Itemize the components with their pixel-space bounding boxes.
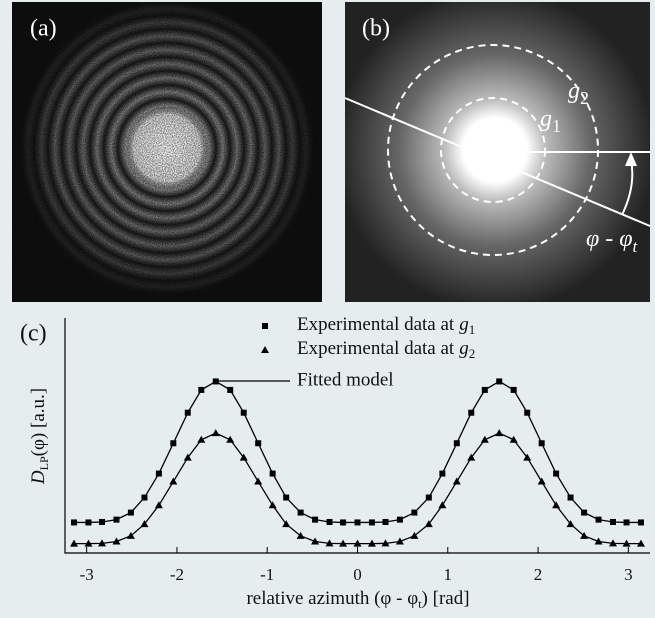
- square-marker: [185, 410, 191, 416]
- figure: (a) (b) g2 g1 φ - φt (c) DLP(φ) [a.u.] r…: [0, 0, 655, 618]
- x-tick-label: -1: [260, 565, 274, 584]
- square-marker: [298, 510, 304, 516]
- panel-c: (c) DLP(φ) [a.u.] relative azimuth (φ - …: [20, 314, 650, 610]
- square-marker: [113, 517, 119, 523]
- symbol: g: [568, 78, 580, 104]
- x-tick-label: 0: [353, 565, 362, 584]
- panel-a: (a): [12, 2, 322, 302]
- x-tick-label: 3: [624, 565, 633, 584]
- symbol: φ - φ: [586, 226, 633, 252]
- legend-subscript: 1: [469, 322, 476, 337]
- triangle-marker: [481, 436, 489, 443]
- square-marker: [638, 519, 644, 525]
- square-marker: [439, 471, 445, 477]
- square-marker: [327, 519, 333, 525]
- triangle-marker: [197, 436, 205, 443]
- square-marker: [355, 519, 361, 525]
- square-marker: [262, 323, 268, 329]
- triangle-marker: [510, 436, 518, 443]
- triangle-marker: [261, 346, 269, 353]
- square-marker: [454, 440, 460, 446]
- triangle-marker: [269, 501, 277, 508]
- square-marker: [539, 440, 545, 446]
- subscript: 2: [580, 88, 589, 108]
- square-marker: [283, 495, 289, 501]
- suffix: ) [rad]: [422, 588, 470, 609]
- square-marker: [128, 510, 134, 516]
- subscript: LP: [37, 456, 51, 470]
- triangle-marker: [453, 478, 461, 485]
- suffix: (φ) [a.u.]: [28, 388, 49, 456]
- x-tick-label: -3: [80, 565, 94, 584]
- symbol: g: [540, 106, 552, 132]
- square-marker: [468, 410, 474, 416]
- square-marker: [511, 387, 517, 393]
- square-marker: [241, 410, 247, 416]
- text: relative azimuth (φ - φ: [246, 588, 418, 609]
- triangle-marker: [226, 436, 234, 443]
- legend-label: Fitted model: [297, 369, 394, 390]
- panel-b: (b) g2 g1 φ - φt: [345, 2, 650, 302]
- panel-label: (c): [20, 321, 47, 347]
- x-axis-label: relative azimuth (φ - φt) [rad]: [246, 588, 469, 610]
- fit-line: [74, 381, 641, 522]
- speckle: [12, 2, 322, 302]
- triangle-marker: [169, 478, 177, 485]
- square-marker: [369, 519, 375, 525]
- square-marker: [85, 519, 91, 525]
- angle-label: φ - φt: [586, 226, 639, 256]
- square-marker: [624, 519, 630, 525]
- square-marker: [270, 471, 276, 477]
- square-marker: [596, 517, 602, 523]
- square-marker: [496, 378, 502, 384]
- panel-label: (a): [30, 16, 57, 42]
- y-axis-label: DLP(φ) [a.u.]: [28, 388, 50, 485]
- x-tick-label: -2: [170, 565, 184, 584]
- square-marker: [141, 495, 147, 501]
- legend-symbol: g: [459, 338, 469, 359]
- square-marker: [227, 387, 233, 393]
- panel-label: (b): [362, 16, 390, 42]
- square-marker: [382, 519, 388, 525]
- square-marker: [482, 387, 488, 393]
- triangle-marker: [212, 429, 220, 436]
- x-tick-label: 1: [444, 565, 453, 584]
- x-tick-label: 2: [534, 565, 543, 584]
- legend-name: Experimental data at: [297, 314, 455, 335]
- square-marker: [170, 440, 176, 446]
- triangle-marker: [438, 501, 446, 508]
- legend-subscript: 2: [469, 346, 476, 361]
- square-marker: [340, 519, 346, 525]
- triangle-marker: [538, 478, 546, 485]
- square-marker: [312, 517, 318, 523]
- triangle-marker: [155, 501, 163, 508]
- square-marker: [581, 510, 587, 516]
- square-marker: [255, 440, 261, 446]
- fit-line: [74, 433, 641, 543]
- square-marker: [610, 519, 616, 525]
- square-marker: [99, 519, 105, 525]
- subscript: 1: [552, 116, 561, 136]
- triangle-marker: [254, 478, 262, 485]
- square-marker: [397, 517, 403, 523]
- symbol: D: [28, 470, 49, 485]
- triangle-marker: [495, 429, 503, 436]
- legend-symbol: g: [459, 314, 469, 335]
- square-marker: [568, 495, 574, 501]
- square-marker: [198, 387, 204, 393]
- legend-name: Experimental data at: [297, 338, 455, 359]
- triangle-marker: [552, 501, 560, 508]
- square-marker: [553, 471, 559, 477]
- square-marker: [411, 510, 417, 516]
- square-marker: [426, 495, 432, 501]
- square-marker: [156, 471, 162, 477]
- square-marker: [524, 410, 530, 416]
- square-marker: [71, 519, 77, 525]
